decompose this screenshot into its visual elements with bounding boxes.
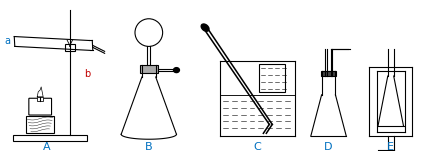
- Text: B: B: [145, 142, 153, 152]
- Bar: [140, 65, 158, 73]
- Text: E: E: [387, 142, 394, 152]
- Bar: [65, 44, 75, 51]
- Text: a: a: [5, 36, 11, 47]
- Bar: [321, 71, 337, 76]
- Bar: [37, 97, 43, 101]
- Ellipse shape: [173, 68, 179, 73]
- Text: D: D: [324, 142, 333, 152]
- FancyBboxPatch shape: [29, 98, 52, 115]
- Text: C: C: [253, 142, 261, 152]
- Bar: [259, 64, 285, 92]
- Text: A: A: [43, 142, 51, 152]
- Bar: [26, 116, 54, 133]
- Bar: [12, 135, 86, 141]
- Ellipse shape: [201, 24, 209, 31]
- Text: b: b: [83, 69, 90, 79]
